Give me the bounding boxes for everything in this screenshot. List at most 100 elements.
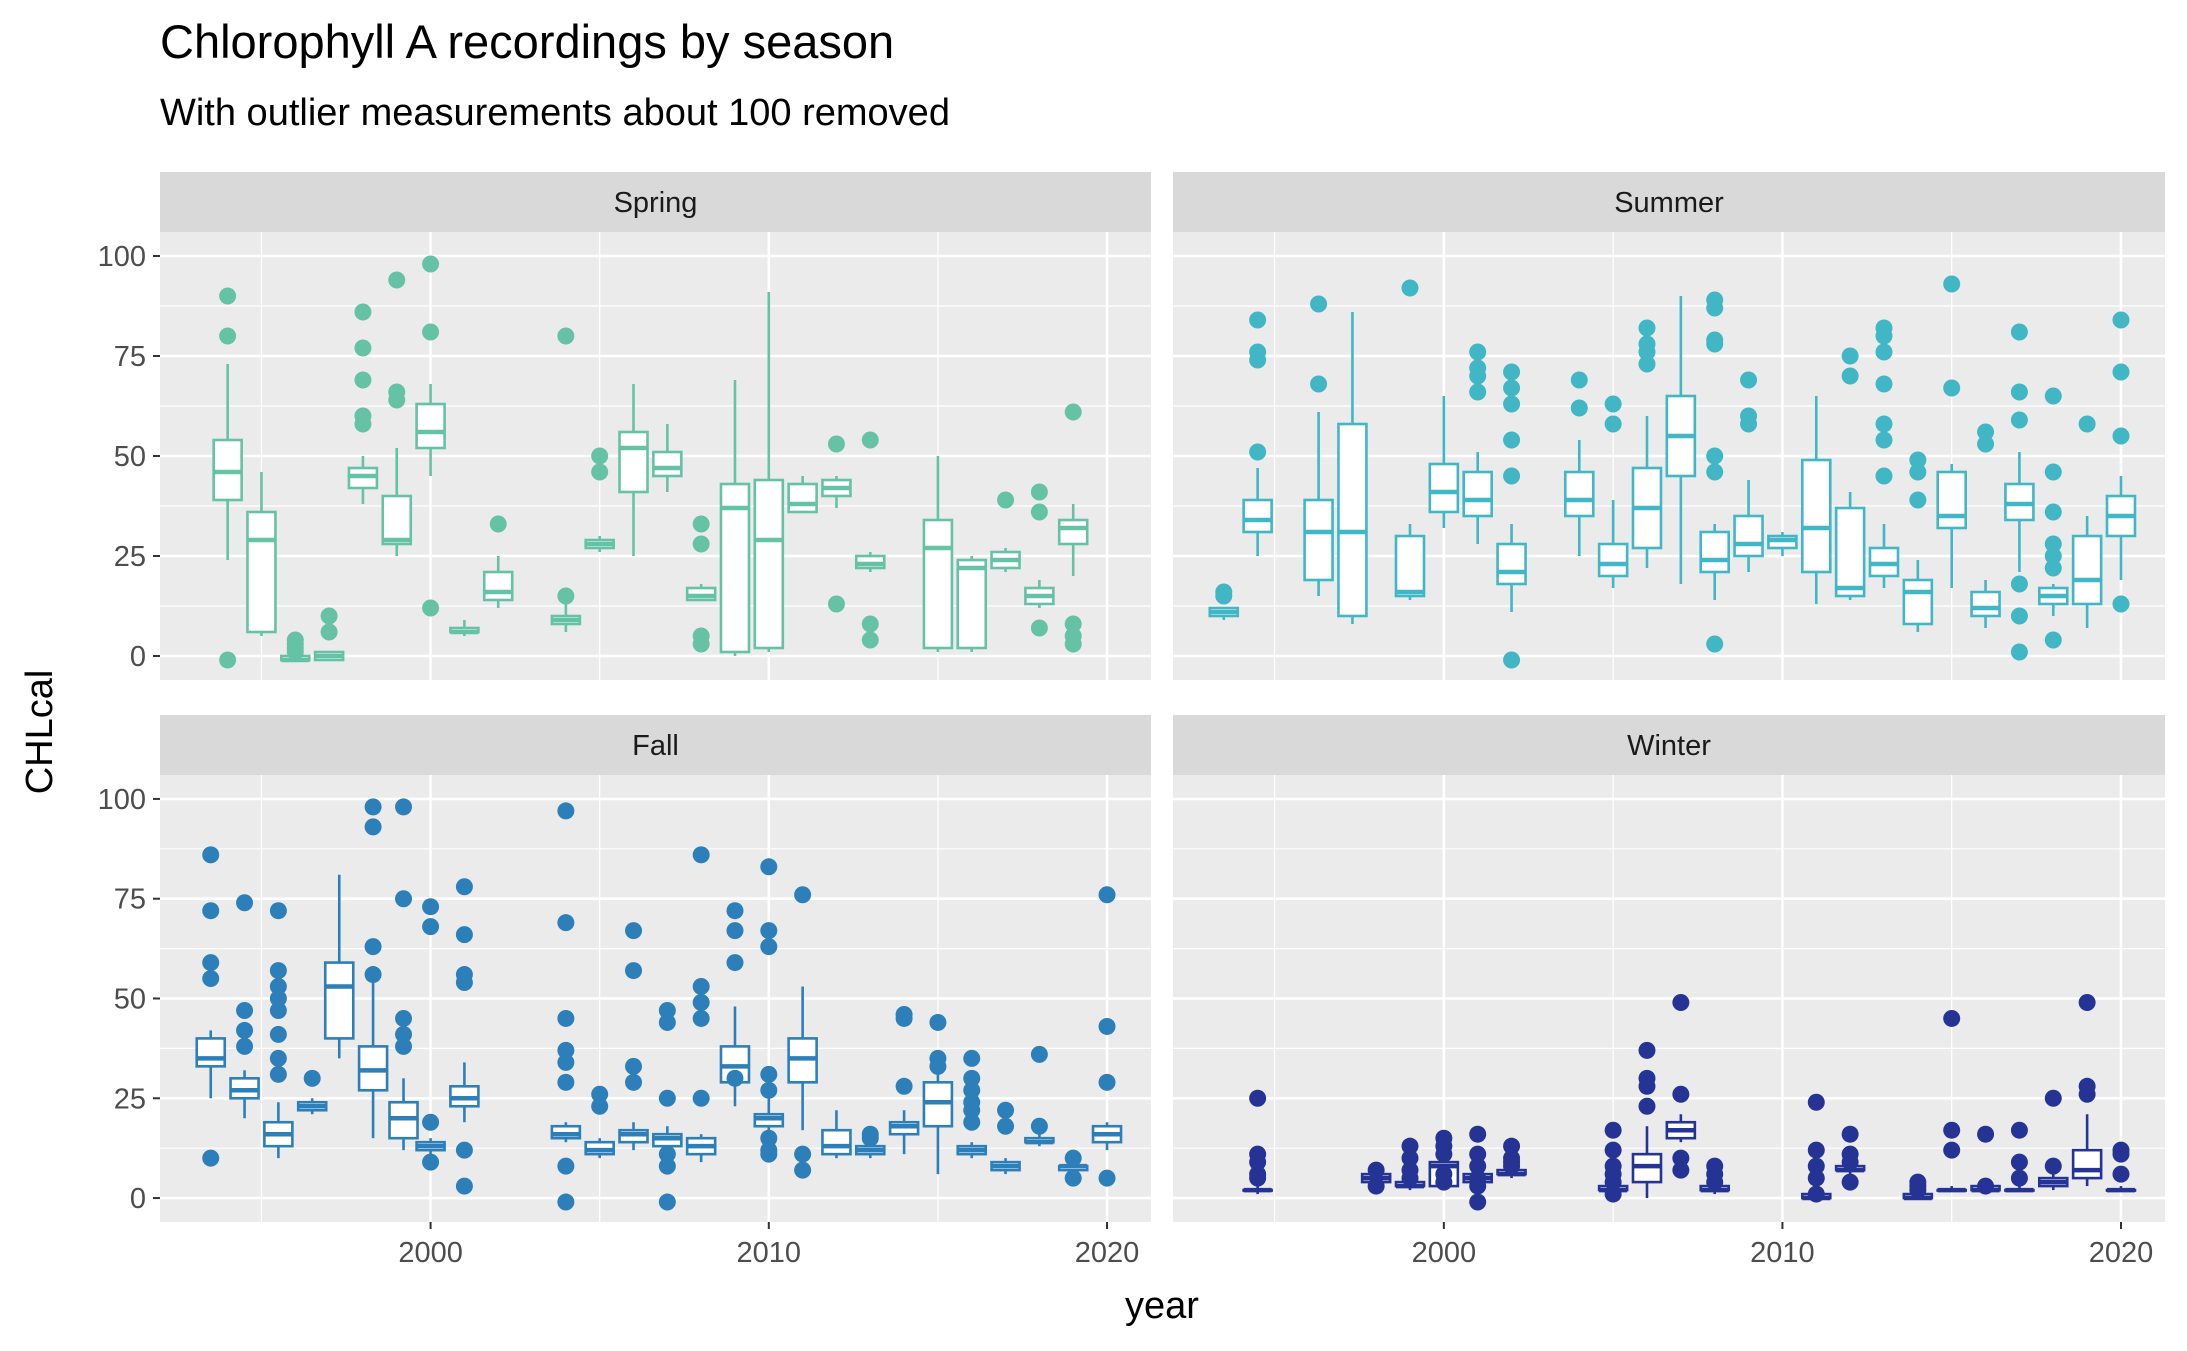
outlier-point [286,643,304,661]
y-tick-label: 25 [114,1083,146,1115]
y-tick-label: 100 [98,784,146,816]
box-spring-1997 [313,607,345,662]
box-iqr [1834,506,1866,598]
box-iqr [753,478,785,650]
outlier-point [625,922,643,940]
box-iqr [381,494,413,546]
box-iqr [1699,530,1731,574]
outlier-point [1740,415,1758,433]
box-spring-2009 [719,380,751,656]
outlier-point [1807,1169,1825,1187]
outlier-point [1672,1149,1690,1167]
outlier-point [760,938,778,956]
outlier-point [1469,1157,1487,1175]
outlier-point [422,1113,440,1131]
outlier-point [364,798,382,816]
box-iqr [1057,518,1089,546]
outlier-point [1401,279,1419,297]
box-summer-1993.5 [1208,583,1240,620]
outlier-point [1943,1141,1961,1159]
chart-title: Chlorophyll A recordings by season [160,15,894,68]
box-iqr [652,450,683,478]
box-iqr [618,430,649,494]
outlier-point [726,954,744,972]
facet-strip [160,715,1151,775]
outlier-point [1310,375,1328,393]
outlier-point [1030,619,1048,637]
outlier-point [1706,463,1724,481]
outlier-point [1672,1161,1690,1179]
outlier-point [625,962,643,980]
outlier-point [1249,1153,1267,1171]
outlier-point [236,894,254,912]
outlier-point [1469,1193,1487,1211]
outlier-point [388,391,406,409]
outlier-point [692,1009,710,1027]
outlier-point [364,818,382,836]
box-spring-2000 [415,255,446,617]
outlier-point [658,1001,676,1019]
outlier-point [760,1145,778,1163]
outlier-point [997,1117,1015,1135]
box-iqr [1462,470,1494,518]
y-axis-label: CHLcal [19,670,61,795]
box-winter-2011 [1800,1093,1832,1203]
outlier-point [202,1149,220,1167]
outlier-point [1604,1141,1622,1159]
outlier-point [1435,1173,1453,1191]
box-iqr [1733,514,1764,558]
outlier-point [557,1053,575,1071]
outlier-point [1469,1177,1487,1195]
outlier-point [269,978,287,996]
box-fall-2020 [1091,886,1123,1187]
box-winter-2001 [1462,1125,1494,1211]
box-summer-2012 [1834,347,1866,600]
outlier-point [388,271,406,289]
box-fall-2009 [719,902,751,1107]
y-tick-label: 75 [114,341,146,373]
facet-strip-label: Fall [632,730,679,762]
outlier-point [1098,1017,1116,1035]
outlier-point [2044,1157,2062,1175]
outlier-point [422,1153,440,1171]
outlier-point [1469,367,1487,385]
facet-strip-label: Summer [1614,187,1724,219]
outlier-point [963,1049,981,1067]
box-summer-2011 [1800,396,1832,604]
outlier-point [455,926,473,944]
outlier-point [2112,427,2130,445]
box-fall-2011 [787,886,818,1179]
outlier-point [395,798,413,816]
outlier-point [1503,363,1521,381]
box-fall-2016 [956,1049,988,1159]
outlier-point [269,1049,287,1067]
outlier-point [354,371,372,389]
box-winter-2020 [2105,1141,2137,1193]
outlier-point [1807,1185,1825,1203]
outlier-point [963,1113,981,1131]
outlier-point [354,415,372,433]
y-tick-label: 25 [114,541,146,573]
outlier-point [422,898,440,916]
outlier-point [1064,615,1082,633]
box-winter-2017 [2004,1121,2035,1193]
box-iqr [1563,470,1595,518]
outlier-point [1706,635,1724,653]
box-winter-1998 [1360,1161,1392,1195]
box-fall-1997.3 [323,874,355,1059]
outlier-point [1030,503,1048,521]
box-iqr [195,1037,227,1068]
x-tick-label: 2020 [2089,1237,2154,1269]
outlier-point [2044,387,2062,405]
outlier-point [455,1177,473,1195]
box-fall-2013 [854,1125,886,1159]
outlier-point [422,255,440,273]
box-summer-1994.5 [1242,311,1273,556]
box-iqr [821,1128,852,1156]
outlier-point [1249,311,1267,329]
outlier-point [1706,299,1724,317]
outlier-point [2044,535,2062,553]
box-fall-1999.2 [388,798,419,1151]
outlier-point [963,1081,981,1099]
